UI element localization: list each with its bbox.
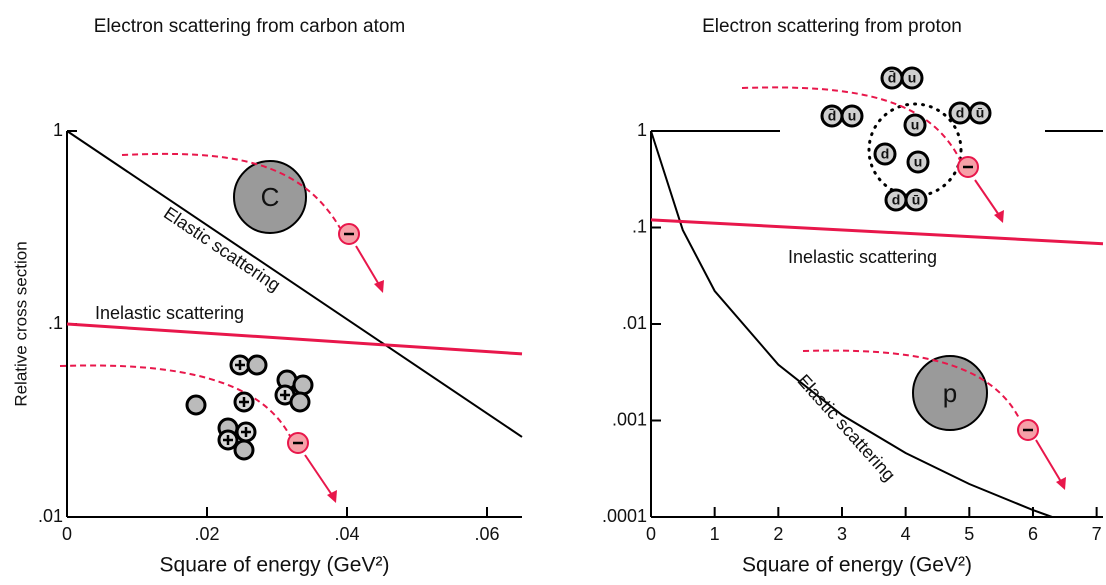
nucleon [233, 439, 255, 461]
y-tick-label: .01 [622, 313, 647, 333]
quark [968, 101, 992, 125]
y-tick-label: .0001 [602, 506, 647, 526]
electron-path [121, 152, 341, 229]
arrow-head [327, 490, 337, 503]
quark [873, 142, 897, 166]
x-tick-label: 7 [1092, 524, 1102, 544]
quark-label: u [848, 108, 857, 124]
quark-label: d [881, 146, 890, 162]
electron-arrow [974, 179, 1002, 219]
proton [912, 355, 988, 431]
series-label: Inelastic scattering [95, 303, 244, 323]
x-tick-label: 3 [837, 524, 847, 544]
plus [239, 397, 249, 407]
arrow-head [994, 210, 1004, 223]
arrow-head [1056, 477, 1066, 490]
quark [840, 104, 864, 128]
quark-label: d̄ [888, 69, 897, 86]
electron-arrow [355, 245, 382, 289]
nucleon [292, 374, 314, 396]
nucleons [185, 354, 314, 461]
x-tick-label: .06 [474, 524, 499, 544]
quark-label: u [914, 154, 923, 170]
plus [280, 390, 290, 400]
series-label: Elastic scattering [793, 370, 899, 484]
series-line [66, 130, 523, 438]
quark-label: d [892, 192, 901, 208]
chart-title: Electron scattering from proton [702, 16, 962, 37]
nucleus-label: p [943, 378, 957, 408]
arrow-head [374, 280, 384, 293]
illustrations [59, 66, 1066, 503]
series-line [650, 218, 1104, 246]
quark [906, 150, 930, 174]
plus [235, 360, 245, 370]
series-line [66, 322, 523, 356]
carbon-nucleus [233, 160, 307, 234]
x-tick-label: 6 [1028, 524, 1038, 544]
electron-path [59, 364, 291, 437]
quark-label: d [956, 105, 965, 121]
electron-arrow [304, 454, 335, 499]
x-tick-label: 0 [646, 524, 656, 544]
plus [241, 427, 251, 437]
nucleon [185, 394, 207, 416]
y-tick-label: 1 [637, 120, 647, 140]
quark [900, 66, 924, 90]
quarks [820, 66, 992, 212]
electron-arrow [1035, 439, 1064, 486]
y-axis-label: Relative cross section [11, 241, 30, 406]
x-axis-label: Square of energy (GeV²) [160, 554, 390, 577]
x-tick-label: 2 [773, 524, 783, 544]
x-tick-label: .04 [334, 524, 359, 544]
quark-label: d̄ [828, 107, 837, 124]
y-tick-label: 1 [53, 120, 63, 140]
nucleus-label: C [261, 182, 280, 212]
quark-label: ū [912, 192, 921, 208]
quark [904, 188, 928, 212]
y-tick-label: .01 [38, 506, 63, 526]
quark-label: ū [976, 105, 985, 121]
quark-label: u [908, 70, 917, 86]
x-tick-label: 1 [710, 524, 720, 544]
chart-title: Electron scattering from carbon atom [94, 16, 406, 37]
x-tick-label: 0 [62, 524, 72, 544]
series-line [650, 130, 1053, 518]
series-label: Inelastic scattering [788, 247, 937, 267]
y-tick-label: .1 [632, 216, 647, 236]
y-tick-label: .001 [612, 409, 647, 429]
x-tick-label: .02 [194, 524, 219, 544]
x-axis-label: Square of energy (GeV²) [742, 554, 972, 577]
y-tick-label: .1 [48, 313, 63, 333]
quark-label: u [911, 117, 920, 133]
x-tick-label: 5 [964, 524, 974, 544]
electron-path [741, 86, 961, 161]
x-tick-label: 4 [901, 524, 911, 544]
plus [223, 435, 233, 445]
nucleon [289, 391, 311, 413]
nucleon [246, 354, 268, 376]
electron-path [802, 349, 1021, 421]
quark [903, 113, 927, 137]
